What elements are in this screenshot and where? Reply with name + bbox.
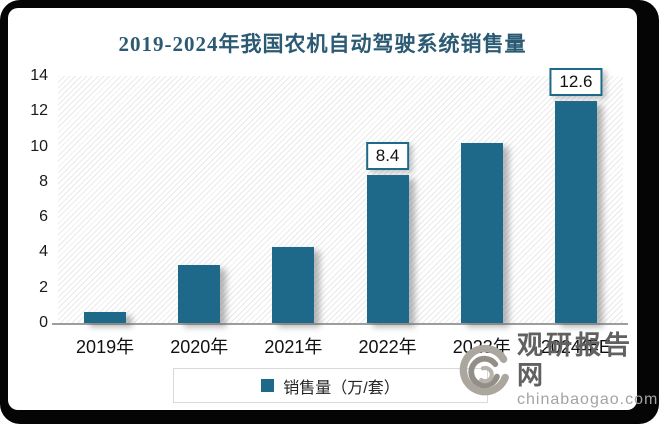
bar bbox=[272, 247, 315, 323]
x-axis-category-label: 2019年 bbox=[76, 337, 135, 357]
plot-area bbox=[58, 76, 623, 323]
y-axis-tick-label: 14 bbox=[30, 67, 48, 84]
brand-swirl-logo-icon bbox=[459, 344, 509, 396]
watermark-text: 观研报告网 chinabaogao.com bbox=[517, 330, 659, 409]
watermark-brand: 观研报告网 bbox=[517, 330, 634, 390]
y-axis-tick-label: 12 bbox=[30, 102, 48, 120]
bar bbox=[460, 143, 503, 323]
y-axis-tick-label: 10 bbox=[30, 137, 48, 155]
bar bbox=[84, 312, 127, 323]
y-axis-tick-label: 0 bbox=[39, 314, 48, 331]
x-axis-line bbox=[52, 323, 628, 325]
y-axis-tick-label: 8 bbox=[39, 172, 48, 190]
x-axis-category-label: 2024年E bbox=[540, 337, 611, 357]
chart-title: 2019-2024年我国农机自动驾驶系统销售量 bbox=[118, 32, 527, 56]
bar bbox=[178, 264, 221, 323]
bar bbox=[554, 100, 597, 323]
x-axis-category-label: 2022年 bbox=[358, 337, 417, 357]
x-axis-category-label: 2021年 bbox=[264, 337, 323, 357]
data-label: 12.6 bbox=[549, 67, 603, 96]
watermark-domain: chinabaogao.com bbox=[517, 390, 659, 408]
bar bbox=[366, 174, 409, 323]
chart-canvas: 2019-2024年我国农机自动驾驶系统销售量 销售量（万/套） 观研报告网 c… bbox=[8, 8, 657, 410]
legend: 销售量（万/套） bbox=[173, 368, 488, 403]
y-axis-tick-label: 4 bbox=[39, 243, 48, 261]
legend-label: 销售量（万/套） bbox=[283, 379, 400, 397]
x-axis-category-label: 2020年 bbox=[170, 337, 229, 357]
watermark: 观研报告网 chinabaogao.com bbox=[458, 330, 659, 409]
y-axis-tick-label: 6 bbox=[39, 208, 48, 226]
data-label: 8.4 bbox=[365, 141, 410, 170]
legend-marker-icon bbox=[261, 379, 275, 392]
y-axis-tick-label: 2 bbox=[39, 278, 48, 296]
